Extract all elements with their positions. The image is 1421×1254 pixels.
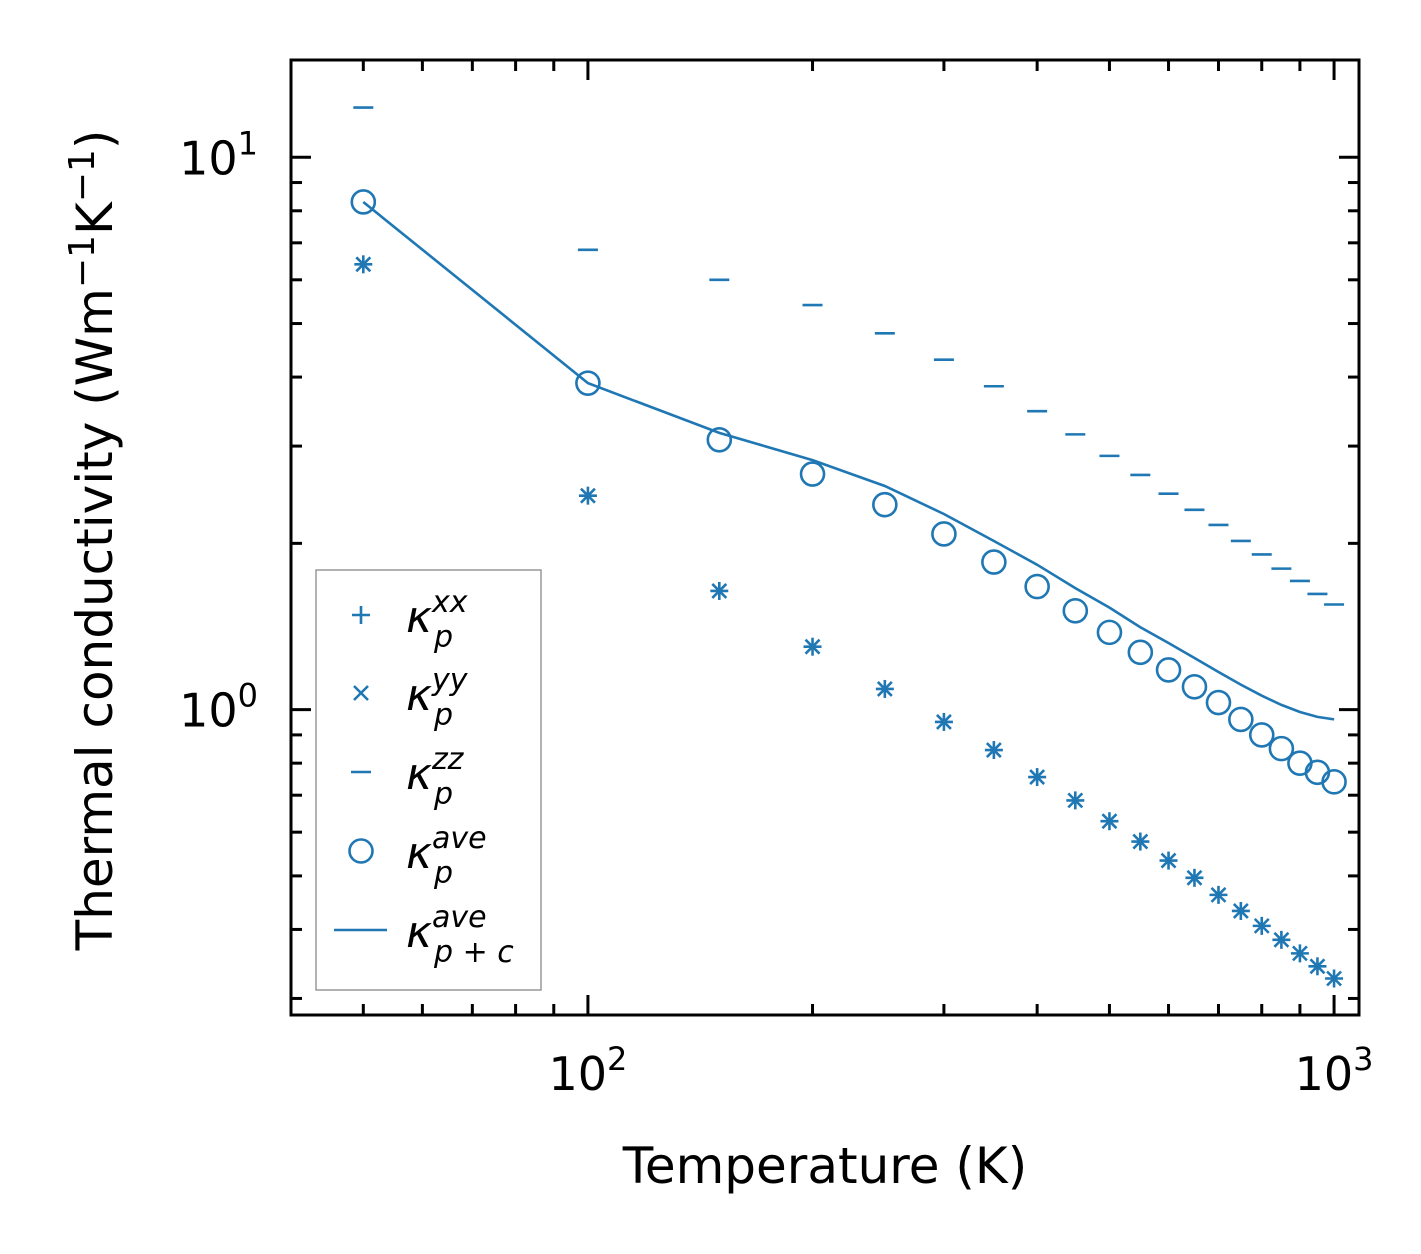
kappa_p_yy-point — [876, 681, 893, 697]
y-axis-label-close: ) — [66, 130, 124, 150]
kappa_p_yy-point-d2 — [1253, 917, 1270, 934]
kappa_p_yy-point — [1326, 970, 1342, 987]
series-layer — [350, 106, 1347, 988]
kappa_p_ave-point — [1268, 735, 1295, 762]
kappa_p_ave-point — [872, 491, 898, 518]
kappa_p_ave-point — [1304, 759, 1331, 786]
kappa_p_ave-point — [575, 370, 601, 396]
kappa_p_ave-point — [981, 549, 1007, 575]
series-kappa_p_ave — [350, 189, 1347, 795]
kappa_p_yy-point — [1253, 917, 1270, 934]
series-kappa_p_yy — [355, 256, 1342, 987]
kappa_p_yy-point — [355, 256, 372, 273]
legend-label-kappa_p_ave: κave p — [406, 821, 487, 891]
y-axis-label: Thermal conductivity (Wm−1K−1) — [62, 130, 124, 952]
kappa_p_ave-point — [1248, 722, 1275, 748]
kappa_p_yy-point-d2 — [804, 638, 821, 655]
kappa_p_yy-point — [1273, 931, 1290, 948]
kappa_p_yy-point-d2 — [1273, 931, 1290, 948]
y-axis-label-sup2: −1 — [62, 149, 103, 202]
kappa_p_ave-point — [1228, 706, 1254, 733]
kappa_p_ave-point — [706, 426, 733, 453]
kappa_p_ave-point — [1287, 750, 1313, 776]
y-tick-label: 100 — [179, 677, 258, 738]
x-tick-label: 103 — [1295, 1040, 1374, 1101]
legend-frame — [315, 569, 542, 991]
legend-label-kappa_p_xx: κxx p — [406, 585, 468, 655]
kappa_p_ave-point — [1062, 597, 1089, 624]
y-axis-label-mid: K — [66, 201, 124, 235]
kappa_p_plus_c_ave-line — [362, 200, 1335, 721]
plot-frame — [289, 58, 1361, 1017]
kappa_p_yy-point-d2 — [876, 681, 893, 697]
kappa_p_yy-point — [1309, 958, 1326, 975]
legend-handle-kappa_p_xx — [352, 606, 370, 624]
kappa_p_yy-point-d2 — [1067, 792, 1084, 809]
kappa_p_yy-point — [1292, 945, 1308, 962]
kappa_p_yy-point-d2 — [1292, 945, 1308, 962]
legend: κxx p κyy p κzz p κave p κave p + c — [315, 569, 542, 991]
plot-area — [289, 58, 1361, 1017]
kappa_p_yy-point — [1067, 792, 1084, 809]
y-axis-label-main: Thermal conductivity (Wm — [66, 288, 124, 951]
kappa_p_yy-point-d2 — [1326, 970, 1342, 987]
legend-label-kappa_p_yy: κyy p — [406, 663, 469, 733]
x-axis-label: Temperature (K) — [622, 1137, 1027, 1195]
kappa_p_yy-point — [936, 714, 952, 730]
kappa_p_ave-point — [1181, 673, 1208, 700]
kappa_p_yy-point-d2 — [1210, 886, 1227, 903]
legend-handle-kappa_p_ave — [348, 838, 374, 864]
kappa_p_yy-point — [985, 742, 1002, 758]
kappa_p_yy-point-d2 — [355, 256, 372, 273]
kappa_p_yy-point-d2 — [1186, 869, 1203, 886]
tick-labels: 102 103 100 101 — [179, 124, 1373, 1101]
kappa_p_yy-point-d2 — [711, 583, 728, 599]
kappa_p_yy-point — [711, 583, 728, 599]
kappa_p_yy-point-d2 — [936, 714, 952, 730]
kappa_p_yy-point — [1210, 886, 1227, 903]
kappa_p_ave-point — [1127, 639, 1154, 666]
kappa_p_ave-point — [799, 461, 826, 487]
legend-label-kappa_p_plus_c_ave: κave p + c — [406, 900, 514, 970]
x-tick-label: 102 — [548, 1040, 627, 1101]
kappa_p_yy-point-d2 — [1029, 769, 1046, 785]
kappa_p_yy-point — [580, 487, 596, 504]
kappa_p_ave-point — [1024, 573, 1050, 600]
kappa_p_yy-point-d2 — [1101, 813, 1118, 830]
kappa_p_yy-point-d2 — [580, 487, 596, 504]
kappa_p_yy-point — [1101, 813, 1118, 830]
kappa_p_yy-point-d2 — [1132, 833, 1149, 850]
kappa_p_yy-point-d2 — [985, 742, 1002, 758]
kappa_p_yy-point — [1132, 833, 1149, 850]
series-kappa_p_plus_c_ave — [362, 200, 1335, 721]
kappa_p_yy-point-d2 — [1309, 958, 1326, 975]
y-tick-label: 101 — [179, 124, 258, 185]
legend-handle-kappa_p_yy-d2 — [353, 685, 369, 701]
kappa_p_ave-point — [1205, 689, 1232, 716]
axis-ticks — [291, 60, 1359, 1015]
kappa_p_ave-point — [1321, 769, 1347, 795]
kappa_p_ave-point — [1155, 657, 1182, 683]
kappa_p_yy-point-d2 — [1232, 903, 1249, 919]
kappa_p_ave-point — [350, 189, 377, 215]
kappa_p_yy-point — [1029, 769, 1046, 785]
y-axis-label-sup1: −1 — [62, 235, 103, 288]
kappa_p_yy-point — [1160, 852, 1177, 869]
kappa_p_yy-point — [1186, 869, 1203, 886]
kappa_p_ave-point — [1096, 619, 1123, 646]
kappa_p_yy-point — [1232, 903, 1249, 919]
kappa_p_yy-point-d2 — [1160, 852, 1177, 869]
legend-label-kappa_p_zz: κzz p — [406, 742, 465, 812]
series-kappa_p_zz — [353, 106, 1345, 606]
kappa_p_yy-point — [804, 638, 821, 655]
legend-handle-kappa_p_yy — [353, 685, 369, 701]
kappa_p_ave-point — [931, 521, 957, 547]
